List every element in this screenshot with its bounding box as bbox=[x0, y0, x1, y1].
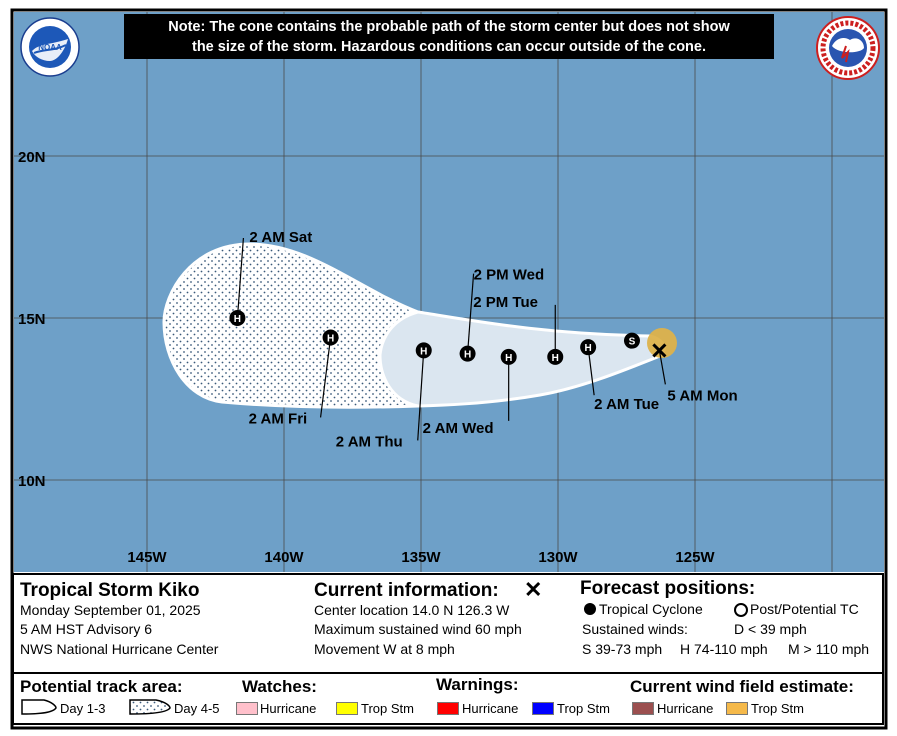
forecast-cone bbox=[162, 242, 666, 409]
day1-3-label: Day 1-3 bbox=[60, 701, 106, 716]
x-mark-icon: ✕ bbox=[524, 577, 543, 602]
current-wind: Maximum sustained wind 60 mph bbox=[314, 621, 522, 637]
lon-label: 130W bbox=[538, 549, 578, 566]
wind-class-d: D < 39 mph bbox=[734, 621, 807, 637]
wind-field-title: Current wind field estimate: bbox=[630, 677, 854, 696]
label-leaders bbox=[236, 237, 595, 441]
forecast-point-label: 2 AM Sat bbox=[249, 229, 312, 246]
forecast-point-h: H bbox=[580, 339, 597, 356]
lon-label: 135W bbox=[401, 549, 441, 566]
cone-note-line2: the size of the storm. Hazardous conditi… bbox=[191, 39, 706, 55]
cone-note: Note: The cone contains the probable pat… bbox=[124, 14, 774, 59]
wind-class-m: M > 110 mph bbox=[788, 641, 870, 657]
lat-label: 10N bbox=[18, 473, 46, 490]
trop-storm-wind-label: Trop Stm bbox=[751, 701, 804, 716]
tropical-cyclone-icon bbox=[584, 603, 596, 615]
trop-storm-wind-swatch bbox=[726, 702, 748, 715]
hurricane-warning-label: Hurricane bbox=[462, 701, 519, 716]
info-panel: Tropical Storm Kiko Monday September 01,… bbox=[12, 573, 884, 725]
forecast-point-label: 2 AM Wed bbox=[423, 420, 494, 437]
label-leader bbox=[658, 350, 666, 385]
label-leader bbox=[466, 273, 475, 354]
lon-label: 140W bbox=[264, 549, 304, 566]
svg-text:H: H bbox=[420, 346, 427, 357]
current-movement: Movement W at 8 mph bbox=[314, 641, 455, 657]
forecast-point-h: H bbox=[322, 329, 339, 346]
hurricane-warning-swatch bbox=[437, 702, 459, 715]
cone-day1-3 bbox=[378, 310, 666, 408]
post-tc-icon bbox=[734, 603, 748, 617]
cone-note-line1: Note: The cone contains the probable pat… bbox=[168, 19, 730, 35]
forecast-point-s: S bbox=[623, 332, 640, 349]
lat-label: 20N bbox=[18, 149, 46, 166]
post-tc-label: Post/Potential TC bbox=[750, 601, 859, 617]
forecast-point-h: H bbox=[229, 310, 246, 326]
current-position: 5 AM Mon bbox=[652, 343, 738, 404]
svg-text:H: H bbox=[464, 350, 471, 361]
latitude-labels: 20N 15N 10N bbox=[18, 149, 46, 490]
current-location: Center location 14.0 N 126.3 W bbox=[314, 602, 510, 618]
forecast-positions-title: Forecast positions: bbox=[580, 578, 756, 599]
lon-label: 125W bbox=[675, 549, 715, 566]
svg-text:H: H bbox=[505, 353, 512, 364]
ocean bbox=[14, 12, 884, 572]
panel-divider bbox=[14, 672, 882, 674]
storm-date: Monday September 01, 2025 bbox=[20, 602, 201, 618]
label-leader bbox=[417, 350, 425, 441]
forecast-point-label: 2 AM Thu bbox=[336, 433, 403, 450]
noaa-logo: NOAA bbox=[20, 17, 80, 77]
forecast-points: S H H H H H H H bbox=[229, 310, 640, 365]
trop-storm-wind-field bbox=[647, 328, 677, 358]
day4-5-label: Day 4-5 bbox=[174, 701, 220, 716]
label-leader bbox=[319, 337, 332, 418]
storm-name: Tropical Storm Kiko bbox=[20, 580, 200, 601]
forecast-point-label: 2 PM Wed bbox=[474, 267, 545, 284]
track-area-title: Potential track area: bbox=[20, 677, 183, 696]
tropical-cyclone-label: Tropical Cyclone bbox=[599, 601, 703, 617]
hurricane-watch-label: Hurricane bbox=[260, 701, 317, 716]
storm-advisory: 5 AM HST Advisory 6 bbox=[20, 621, 153, 637]
sustained-winds-label: Sustained winds: bbox=[582, 621, 688, 637]
trop-storm-watch-label: Trop Stm bbox=[361, 701, 414, 716]
day1-3-swatch bbox=[21, 699, 57, 715]
wind-class-s: S 39-73 mph bbox=[582, 641, 663, 657]
label-leader bbox=[587, 347, 595, 396]
warnings-title: Warnings: bbox=[436, 675, 519, 694]
hurricane-wind-swatch bbox=[632, 702, 654, 715]
svg-text:H: H bbox=[585, 343, 592, 354]
label-leader bbox=[236, 237, 245, 319]
lat-lon-grid bbox=[14, 12, 884, 572]
svg-text:NOAA: NOAA bbox=[38, 43, 62, 52]
lon-label: 145W bbox=[127, 549, 167, 566]
longitude-labels: 145W 140W 135W 130W 125W bbox=[127, 549, 715, 566]
forecast-point-label: 2 AM Fri bbox=[249, 410, 308, 427]
hurricane-wind-label: Hurricane bbox=[657, 701, 714, 716]
forecast-point-labels: 2 AM Tue 2 PM Tue 2 AM Wed 2 PM Wed 2 AM Thu… bbox=[249, 229, 660, 450]
hurricane-watch-swatch bbox=[236, 702, 258, 715]
svg-text:H: H bbox=[327, 333, 334, 344]
svg-text:H: H bbox=[552, 353, 559, 364]
nws-logo bbox=[816, 16, 880, 80]
wind-class-h: H 74-110 mph bbox=[680, 641, 768, 657]
trop-storm-warning-swatch bbox=[532, 702, 554, 715]
svg-text:S: S bbox=[629, 337, 636, 348]
day4-5-swatch bbox=[129, 699, 171, 715]
trop-storm-watch-swatch bbox=[336, 702, 358, 715]
forecast-point-h: H bbox=[459, 345, 476, 362]
current-info-title: Current information: bbox=[314, 580, 499, 601]
storm-center: NWS National Hurricane Center bbox=[20, 641, 219, 657]
svg-text:H: H bbox=[234, 314, 241, 325]
forecast-point-label: 2 AM Tue bbox=[594, 396, 659, 413]
forecast-point-h: H bbox=[547, 348, 564, 365]
forecast-point-label: 2 PM Tue bbox=[473, 294, 538, 311]
forecast-point-h: H bbox=[415, 342, 432, 359]
lat-label: 15N bbox=[18, 311, 46, 328]
watches-title: Watches: bbox=[242, 677, 317, 696]
current-position-label: 5 AM Mon bbox=[667, 387, 737, 404]
trop-storm-warning-label: Trop Stm bbox=[557, 701, 610, 716]
forecast-point-h: H bbox=[500, 348, 517, 365]
